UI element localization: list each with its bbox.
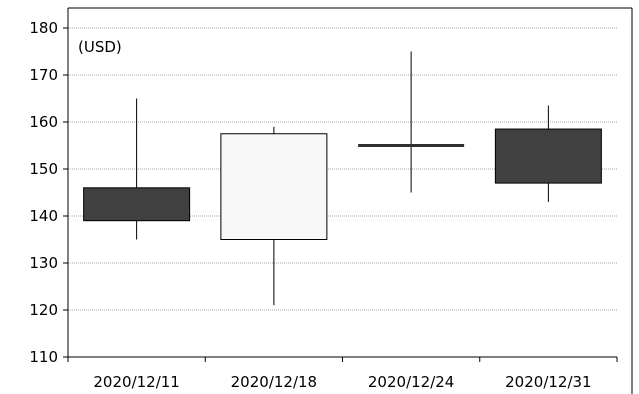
candles — [83, 51, 602, 306]
x-tick-label: 2020/12/18 — [231, 373, 317, 391]
candle — [83, 98, 191, 240]
y-tick-label: 170 — [29, 66, 58, 84]
y-tick-label: 130 — [29, 254, 58, 272]
y-tick-label: 180 — [29, 19, 58, 37]
gridlines — [68, 27, 617, 311]
candle — [358, 51, 465, 193]
axes — [63, 7, 633, 394]
candle — [494, 105, 602, 202]
y-tick-label: 140 — [29, 207, 58, 225]
y-tick-label: 110 — [29, 348, 58, 366]
candle-body — [494, 128, 602, 184]
candle — [220, 126, 328, 306]
x-tick-label: 2020/12/11 — [93, 373, 179, 391]
candle-body — [83, 187, 191, 222]
y-tick-label: 160 — [29, 113, 58, 131]
y-tick-label: 150 — [29, 160, 58, 178]
x-tick-label: 2020/12/24 — [368, 373, 454, 391]
unit-label: (USD) — [78, 38, 122, 56]
tick-labels: 110 120 130 140 150 160 170 180 2020/12/11 2020/1… — [29, 19, 591, 391]
y-tick-label: 120 — [29, 301, 58, 319]
x-tick-label: 2020/12/31 — [505, 373, 591, 391]
candle-body — [220, 133, 328, 240]
